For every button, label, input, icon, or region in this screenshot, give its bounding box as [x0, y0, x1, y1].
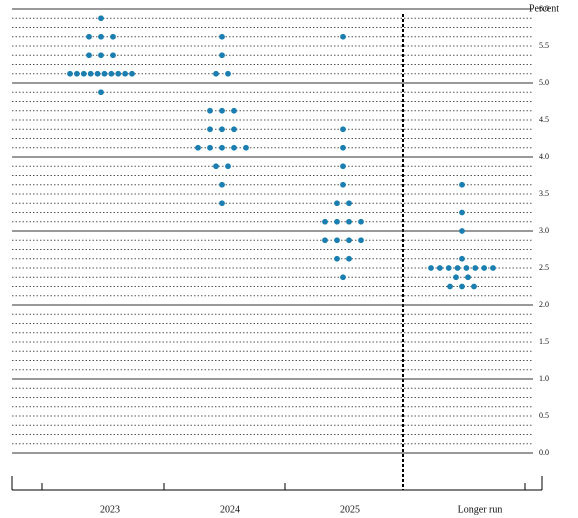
dot — [219, 107, 225, 114]
dot — [346, 200, 352, 207]
y-tick-label: 1.0 — [539, 374, 549, 383]
dot — [334, 237, 340, 244]
dot — [129, 70, 135, 77]
dot — [340, 144, 346, 151]
dot — [340, 181, 346, 188]
dot — [73, 70, 80, 77]
y-tick-label: 2.0 — [539, 300, 549, 309]
dot — [98, 33, 104, 40]
dot — [459, 181, 465, 188]
dot — [108, 70, 115, 77]
dot — [219, 200, 225, 207]
dot — [340, 33, 346, 40]
dot — [340, 163, 346, 170]
dot — [80, 70, 87, 77]
dot — [346, 218, 352, 225]
dot — [445, 265, 452, 271]
y-tick-label: 0.0 — [539, 448, 549, 457]
dot — [463, 265, 470, 271]
dot — [340, 126, 346, 133]
dot — [219, 52, 225, 59]
dot — [213, 70, 219, 77]
dot — [225, 70, 231, 77]
dot — [231, 126, 237, 133]
dot — [207, 126, 213, 133]
dot — [219, 126, 225, 133]
y-axis-label: Percent — [529, 3, 559, 14]
dot — [98, 15, 104, 22]
dot — [195, 144, 201, 151]
x-tick-label: 2025 — [340, 504, 360, 515]
dot — [110, 33, 116, 40]
y-tick-label: 3.5 — [539, 189, 549, 198]
dot — [219, 181, 225, 188]
dot — [447, 283, 453, 290]
x-tick-label: 2024 — [220, 504, 240, 515]
y-tick-label: 5.0 — [539, 78, 549, 87]
dot — [225, 163, 231, 170]
dot — [472, 265, 479, 271]
dot — [243, 144, 249, 151]
x-tick-label: Longer run — [458, 504, 503, 515]
dot — [219, 33, 225, 40]
dot — [86, 52, 92, 59]
dot — [459, 209, 465, 216]
y-tick-label: 2.5 — [539, 263, 549, 272]
y-tick-label: 0.5 — [539, 411, 549, 420]
dot — [454, 265, 461, 271]
x-axis — [11, 476, 543, 491]
dot — [471, 283, 477, 290]
dot — [322, 218, 328, 225]
dot — [207, 144, 213, 151]
dot — [340, 274, 346, 281]
dot — [98, 89, 104, 96]
dot — [231, 144, 237, 151]
y-tick-label: 4.0 — [539, 152, 549, 161]
dot — [67, 70, 73, 77]
dot — [358, 237, 364, 244]
dot — [110, 52, 116, 59]
dot — [459, 255, 465, 262]
y-tick-label: 5.5 — [539, 41, 549, 50]
dot — [334, 255, 340, 262]
dot — [101, 70, 108, 77]
dot — [436, 265, 443, 271]
dot — [98, 52, 104, 59]
dot — [86, 33, 92, 40]
dot — [87, 70, 94, 77]
y-tick-label: 6.0 — [539, 4, 549, 13]
dot — [231, 107, 237, 114]
y-tick-label: 3.0 — [539, 226, 549, 235]
dot — [213, 163, 219, 170]
dot — [459, 283, 465, 290]
dot — [465, 274, 471, 281]
y-tick-label: 4.5 — [539, 115, 549, 124]
dot — [334, 218, 340, 225]
dot — [453, 274, 459, 281]
dot — [322, 237, 328, 244]
dot — [207, 107, 213, 114]
dot — [490, 265, 496, 271]
dot — [334, 200, 340, 207]
dot — [346, 255, 352, 262]
dot — [459, 228, 465, 234]
dot — [346, 237, 352, 244]
dot — [94, 70, 101, 77]
dot — [481, 265, 488, 271]
y-tick-label: 1.5 — [539, 337, 549, 346]
dot — [358, 218, 364, 225]
dot — [122, 70, 129, 77]
dot — [219, 144, 225, 151]
dot — [428, 265, 434, 271]
x-tick-label: 2023 — [100, 504, 120, 515]
dot — [115, 70, 122, 77]
